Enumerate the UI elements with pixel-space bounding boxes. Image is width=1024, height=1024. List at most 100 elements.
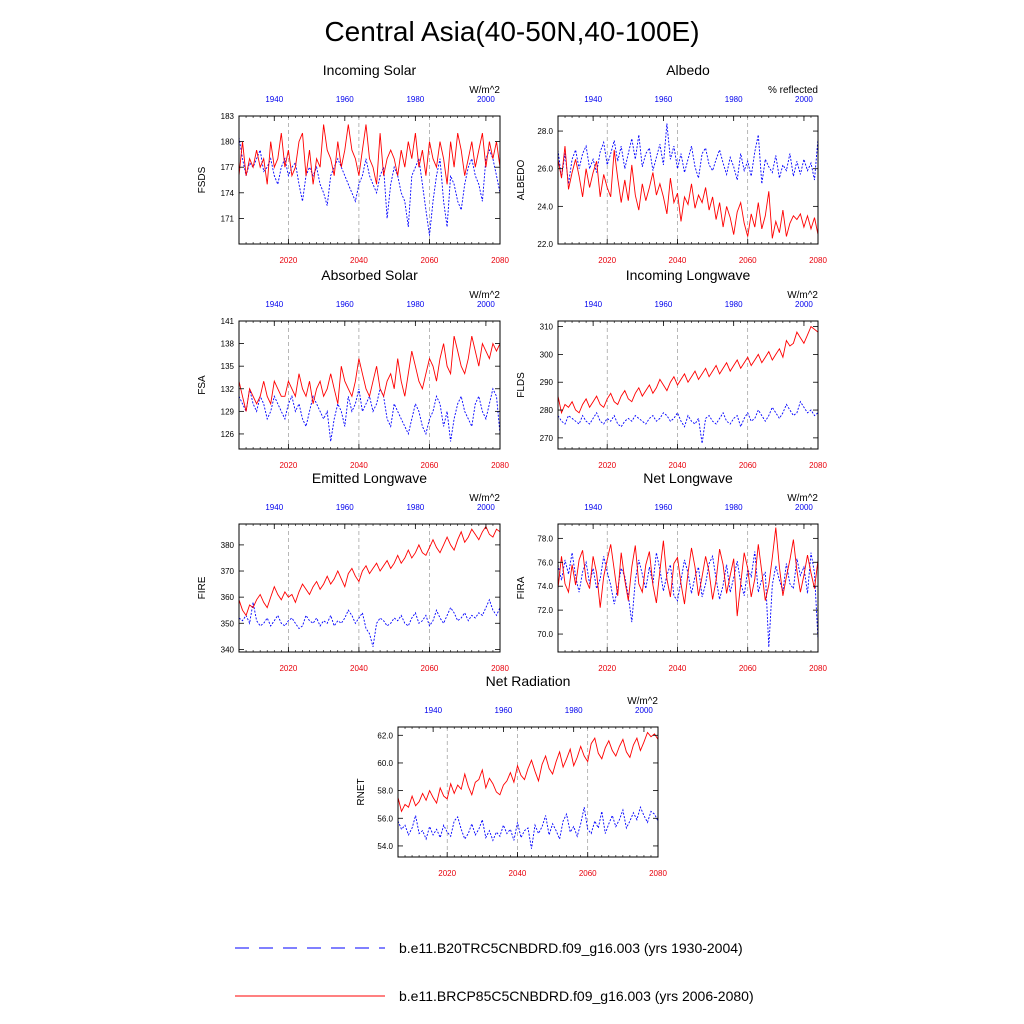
fira-ytick-label: 74.0 (537, 582, 553, 591)
fsa-units: W/m^2 (469, 290, 500, 301)
fsds-xtick-bottom-label: 2080 (491, 256, 509, 265)
panel-emitted-longwave: Emitted Longwave W/m^2 FIRE 2020 2040 2060 208… (197, 470, 509, 673)
fire-ytick-label: 350 (221, 619, 235, 628)
fsa-xtick-top-label: 1940 (265, 300, 283, 309)
fira-xtick-bottom-label: 2060 (739, 664, 757, 673)
fsds-xtick-bottom-label: 2060 (421, 256, 439, 265)
albedo-ytick-label: 24.0 (537, 202, 553, 211)
fire-ytick-label: 340 (221, 645, 235, 654)
fsa-frame (238, 320, 501, 450)
fire-ylabel: FIRE (197, 576, 208, 599)
flds-title: Incoming Longwave (626, 267, 751, 283)
fire-xtick-bottom-label: 2040 (350, 664, 368, 673)
fsds-xtick-top-label: 1940 (265, 95, 283, 104)
flds-xtick-top-label: 2000 (795, 300, 813, 309)
albedo-units: % reflected (768, 85, 818, 96)
fire-xtick-top-label: 1960 (336, 503, 354, 512)
fira-series-future (557, 527, 819, 617)
rnet-xtick-bottom-label: 2080 (649, 869, 667, 878)
fsds-series-future (238, 124, 501, 185)
fsa-xtick-bottom-label: 2040 (350, 461, 368, 470)
rnet-units: W/m^2 (627, 696, 658, 707)
fsa-xtick-top-label: 1960 (336, 300, 354, 309)
panel-net-longwave: Net Longwave W/m^2 FIRA 2020 2040 2060 2080 194… (516, 470, 827, 673)
flds-ytick-label: 280 (540, 406, 554, 415)
fsa-ytick-label: 126 (221, 430, 235, 439)
fire-xtick-top-label: 1940 (265, 503, 283, 512)
fire-ytick-label: 360 (221, 593, 235, 602)
fire-xtick-top-label: 2000 (477, 503, 495, 512)
rnet-xtick-top-label: 1960 (495, 706, 513, 715)
fsa-ytick-label: 135 (221, 362, 235, 371)
albedo-xtick-top-label: 1940 (584, 95, 602, 104)
fira-xtick-bottom-label: 2040 (669, 664, 687, 673)
fire-xtick-top-label: 1980 (406, 503, 424, 512)
albedo-ylabel: ALBEDO (516, 159, 527, 200)
fsds-ytick-label: 183 (221, 112, 235, 121)
fsds-ytick-label: 177 (221, 163, 235, 172)
fsds-ytick-label: 174 (221, 189, 235, 198)
flds-xtick-bottom-label: 2060 (739, 461, 757, 470)
fsa-series-future (238, 335, 501, 412)
albedo-ytick-label: 26.0 (537, 165, 553, 174)
flds-xtick-bottom-label: 2020 (598, 461, 616, 470)
fsa-ylabel: FSA (197, 375, 208, 395)
flds-ytick-label: 310 (540, 323, 554, 332)
flds-frame (557, 320, 819, 450)
fsa-xtick-top-label: 2000 (477, 300, 495, 309)
fsa-title: Absorbed Solar (321, 267, 418, 283)
fire-units: W/m^2 (469, 493, 500, 504)
fira-ylabel: FIRA (516, 576, 527, 599)
fsds-frame (238, 115, 501, 245)
albedo-series-future (557, 146, 819, 239)
rnet-series-future (397, 731, 659, 813)
fsa-ytick-label: 138 (221, 340, 235, 349)
flds-xtick-bottom-label: 2040 (669, 461, 687, 470)
legend-future-label: b.e11.BRCP85C5CNBDRD.f09_g16.003 (yrs 20… (399, 988, 754, 1004)
albedo-ytick-label: 28.0 (537, 127, 553, 136)
fira-frame (557, 523, 819, 653)
flds-series-historical (557, 400, 819, 444)
flds-xtick-bottom-label: 2080 (809, 461, 827, 470)
rnet-xtick-bottom-label: 2060 (579, 869, 597, 878)
rnet-ylabel: RNET (356, 778, 367, 805)
fire-xtick-bottom-label: 2060 (421, 664, 439, 673)
fira-xtick-top-label: 1980 (725, 503, 743, 512)
rnet-xtick-top-label: 1940 (424, 706, 442, 715)
albedo-xtick-top-label: 2000 (795, 95, 813, 104)
rnet-frame (397, 726, 659, 858)
albedo-xtick-top-label: 1960 (655, 95, 673, 104)
albedo-title: Albedo (666, 62, 710, 78)
panel-absorbed-solar: Absorbed Solar W/m^2 FSA 2020 2040 2060 2080 19… (197, 267, 509, 470)
albedo-xtick-bottom-label: 2060 (739, 256, 757, 265)
albedo-ytick-label: 22.0 (537, 240, 553, 249)
fsds-xtick-top-label: 1980 (406, 95, 424, 104)
figure-title: Central Asia(40-50N,40-100E) (324, 16, 699, 47)
fira-title: Net Longwave (643, 470, 733, 486)
fsds-units: W/m^2 (469, 85, 500, 96)
fire-series-future (238, 525, 501, 617)
fira-xtick-bottom-label: 2020 (598, 664, 616, 673)
fira-xtick-bottom-label: 2080 (809, 664, 827, 673)
fire-xtick-bottom-label: 2020 (279, 664, 297, 673)
fire-title: Emitted Longwave (312, 470, 427, 486)
rnet-ytick-label: 62.0 (377, 731, 393, 740)
rnet-xtick-bottom-label: 2040 (509, 869, 527, 878)
albedo-series-historical (557, 123, 819, 184)
fira-xtick-top-label: 1940 (584, 503, 602, 512)
fira-ytick-label: 76.0 (537, 558, 553, 567)
flds-ytick-label: 300 (540, 350, 554, 359)
rnet-ytick-label: 56.0 (377, 814, 393, 823)
fsa-xtick-bottom-label: 2080 (491, 461, 509, 470)
fira-xtick-top-label: 1960 (655, 503, 673, 512)
rnet-ytick-label: 58.0 (377, 787, 393, 796)
fsds-xtick-top-label: 1960 (336, 95, 354, 104)
legend: b.e11.B20TRC5CNBDRD.f09_g16.003 (yrs 193… (235, 940, 754, 1004)
fsa-xtick-bottom-label: 2020 (279, 461, 297, 470)
rnet-title: Net Radiation (486, 673, 571, 689)
albedo-xtick-bottom-label: 2080 (809, 256, 827, 265)
fsa-ytick-label: 129 (221, 407, 235, 416)
panel-net-radiation: Net Radiation W/m^2 RNET 2020 2040 2060 2080 19… (356, 673, 667, 878)
fsds-xtick-bottom-label: 2040 (350, 256, 368, 265)
